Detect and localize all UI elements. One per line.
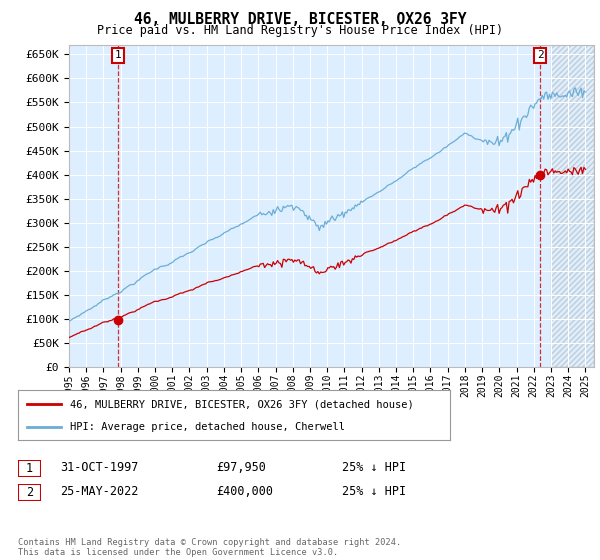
Text: Contains HM Land Registry data © Crown copyright and database right 2024.
This d: Contains HM Land Registry data © Crown c…: [18, 538, 401, 557]
Text: 31-OCT-1997: 31-OCT-1997: [60, 461, 139, 474]
Text: 46, MULBERRY DRIVE, BICESTER, OX26 3FY: 46, MULBERRY DRIVE, BICESTER, OX26 3FY: [134, 12, 466, 27]
FancyBboxPatch shape: [18, 460, 41, 477]
Text: 25% ↓ HPI: 25% ↓ HPI: [342, 485, 406, 498]
Text: 25% ↓ HPI: 25% ↓ HPI: [342, 461, 406, 474]
Text: 2: 2: [26, 486, 33, 499]
Text: 46, MULBERRY DRIVE, BICESTER, OX26 3FY (detached house): 46, MULBERRY DRIVE, BICESTER, OX26 3FY (…: [70, 399, 413, 409]
Text: £400,000: £400,000: [216, 485, 273, 498]
FancyBboxPatch shape: [18, 484, 41, 501]
Text: 1: 1: [26, 461, 33, 475]
Text: Price paid vs. HM Land Registry's House Price Index (HPI): Price paid vs. HM Land Registry's House …: [97, 24, 503, 36]
Text: 2: 2: [537, 50, 544, 60]
Text: £97,950: £97,950: [216, 461, 266, 474]
Text: 25-MAY-2022: 25-MAY-2022: [60, 485, 139, 498]
Text: HPI: Average price, detached house, Cherwell: HPI: Average price, detached house, Cher…: [70, 422, 345, 432]
Text: 1: 1: [115, 50, 121, 60]
